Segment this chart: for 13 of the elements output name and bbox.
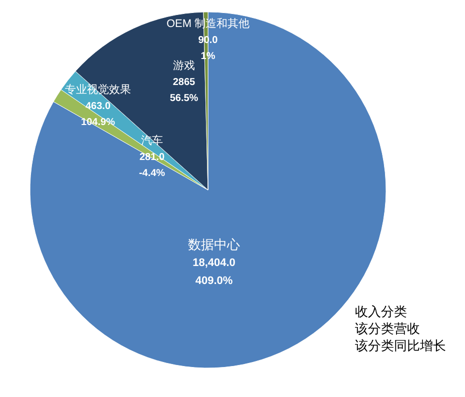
- text: -4.4%: [138, 168, 166, 179]
- data-label: 18,404.0: [192, 257, 236, 269]
- text: 56.5%: [170, 93, 198, 104]
- slice-label: 专业视觉效果: [65, 83, 131, 96]
- text: 该分类同比增长: [355, 338, 446, 353]
- slice-label: 汽车: [141, 134, 163, 147]
- text: 409.0%: [195, 275, 233, 287]
- text: 收入分类: [355, 304, 407, 319]
- slice-label: 数据中心: [188, 237, 240, 252]
- data-label: 2865: [172, 77, 196, 88]
- text: 该分类营收: [355, 321, 420, 336]
- data-label: 463.0: [85, 101, 111, 112]
- slice-label: 游戏: [173, 59, 195, 72]
